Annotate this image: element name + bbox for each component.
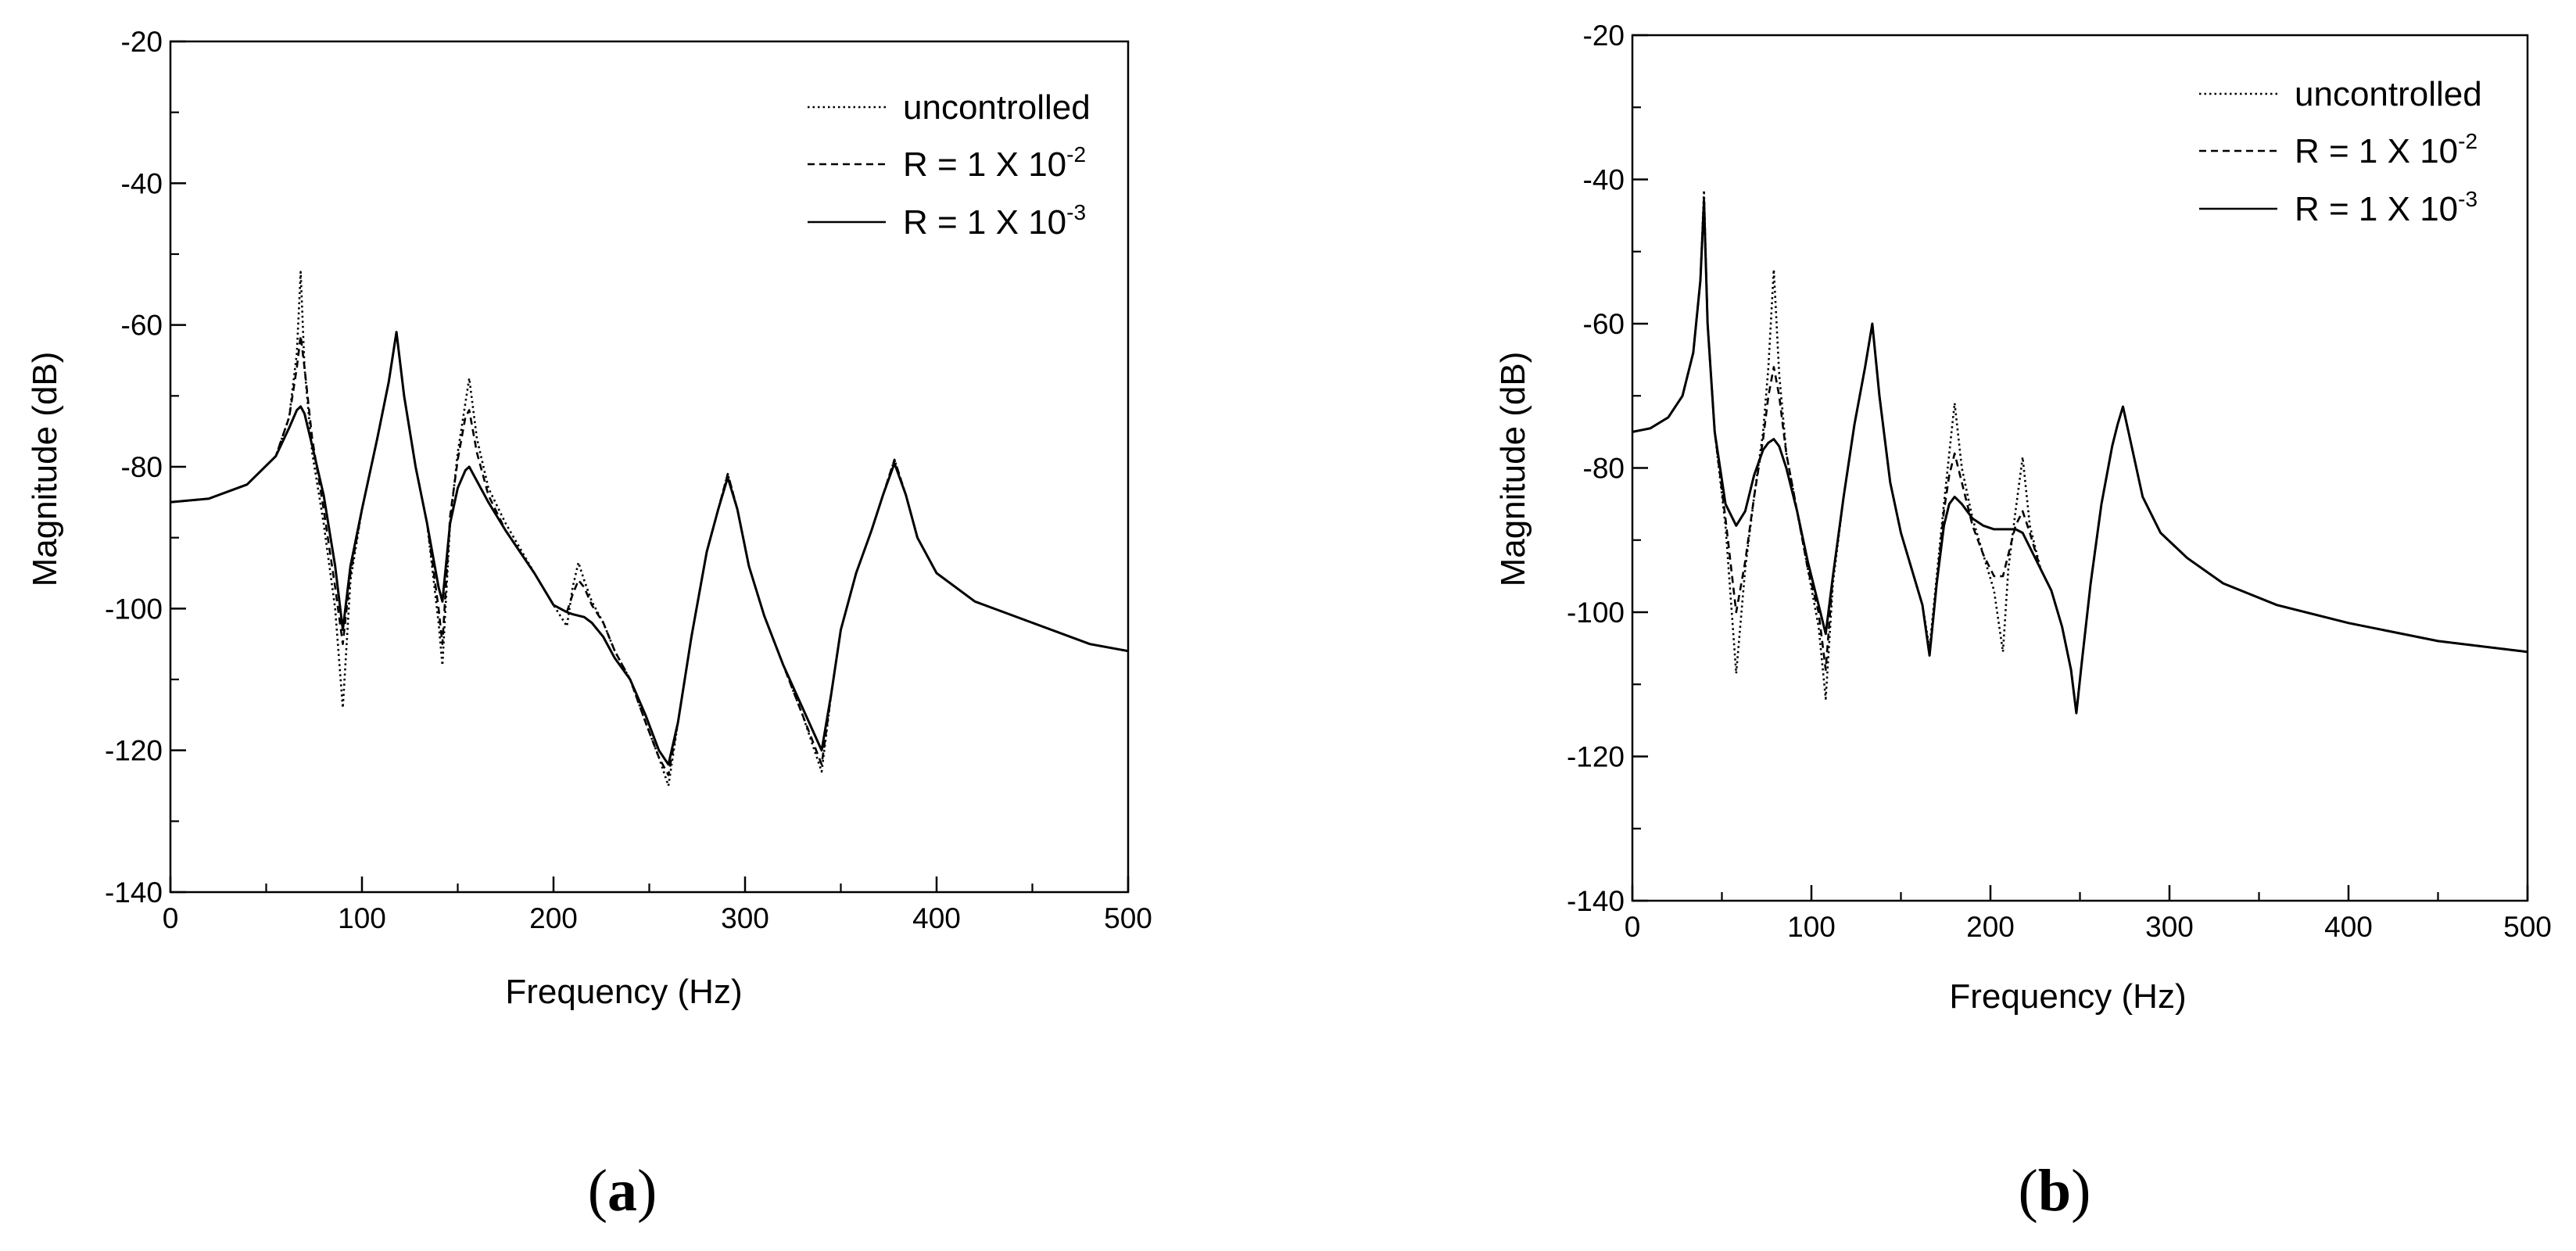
panel-a-y-axis-title: Magnitude (dB) — [26, 352, 64, 587]
panel-b-y-tick-label: -100 — [1567, 597, 1625, 629]
panel-a-x-tick-label: 400 — [912, 902, 961, 934]
panel-a-x-tick-label: 300 — [721, 902, 769, 934]
panel-b-y-tick-label: -20 — [1583, 20, 1625, 52]
panel-b-series-line-0 — [1632, 189, 2528, 715]
panel-b-y-axis-title: Magnitude (dB) — [1494, 352, 1532, 587]
panel-b-y-tick-label: -120 — [1567, 741, 1625, 773]
panel-b-series — [1632, 189, 2528, 715]
panel-a-legend: uncontrolled R = 1 X 10-2 R = 1 X 10-3 — [808, 88, 1091, 242]
panel-b-x-tick-labels: 0 100 200 300 400 500 — [1625, 911, 2552, 943]
panel-a-y-tick-label: -140 — [105, 876, 163, 909]
panel-b: 0 100 200 300 400 500 -20 -40 -60 -80 -100 -120 -14… — [1494, 20, 2552, 1224]
panel-b-legend-label-r-1e-3: R = 1 X 10-3 — [2295, 187, 2477, 228]
panel-b-y-tick-label: -80 — [1583, 453, 1625, 485]
panel-a-x-tick-labels: 0 100 200 300 400 500 — [163, 902, 1152, 934]
panel-a-y-tick-label: -100 — [105, 593, 163, 625]
panel-b-x-tick-label: 500 — [2503, 911, 2552, 943]
panel-a-ticks — [169, 40, 1130, 894]
panel-b-x-tick-label: 100 — [1787, 911, 1836, 943]
panel-b-x-tick-label: 300 — [2145, 911, 2194, 943]
panel-a-series — [170, 271, 1129, 787]
panel-b-y-tick-label: -140 — [1567, 885, 1625, 917]
panel-a-x-axis-title: Frequency (Hz) — [505, 973, 742, 1011]
panel-b-legend-label-r-1e-2: R = 1 X 10-2 — [2295, 129, 2477, 170]
panel-b-label: (b) — [2019, 1158, 2091, 1224]
panel-a-legend-label-uncontrolled: uncontrolled — [903, 88, 1091, 127]
panel-a-x-tick-label: 500 — [1104, 902, 1152, 934]
panel-b-y-tick-labels: -20 -40 -60 -80 -100 -120 -140 — [1567, 20, 1625, 917]
panel-a-x-tick-label: 0 — [163, 902, 179, 934]
panel-b-x-axis-title: Frequency (Hz) — [1949, 977, 2186, 1016]
panel-b-series-line-2 — [1632, 199, 2528, 715]
panel-b-legend-label-uncontrolled: uncontrolled — [2295, 75, 2482, 113]
panel-a-series-line-2 — [170, 331, 1129, 766]
panel-a-y-tick-label: -80 — [121, 451, 163, 483]
panel-a-y-tick-label: -60 — [121, 310, 163, 342]
panel-b-legend: uncontrolled R = 1 X 10-2 R = 1 X 10-3 — [2199, 75, 2482, 228]
panel-a-y-tick-label: -40 — [121, 167, 163, 199]
panel-b-x-tick-label: 200 — [1966, 911, 2015, 943]
panel-a-y-tick-label: -120 — [105, 735, 163, 767]
panel-a: 0 100 200 300 400 500 -20 -40 -60 -80 -100 -120 -14… — [26, 26, 1152, 1224]
panel-a-y-tick-label: -20 — [121, 26, 163, 58]
panel-b-y-tick-label: -40 — [1583, 164, 1625, 196]
panel-b-x-tick-label: 0 — [1625, 911, 1641, 943]
panel-a-legend-label-r-1e-3: R = 1 X 10-3 — [903, 200, 1086, 242]
panel-a-x-tick-label: 200 — [529, 902, 578, 934]
panel-a-label: (a) — [588, 1158, 657, 1224]
panel-a-y-tick-labels: -20 -40 -60 -80 -100 -120 -140 — [105, 26, 163, 909]
panel-b-ticks — [1631, 34, 2529, 902]
panel-a-x-tick-label: 100 — [338, 902, 386, 934]
panel-b-x-tick-label: 400 — [2324, 911, 2373, 943]
panel-a-legend-label-r-1e-2: R = 1 X 10-2 — [903, 142, 1086, 184]
panel-b-y-tick-label: -60 — [1583, 308, 1625, 340]
